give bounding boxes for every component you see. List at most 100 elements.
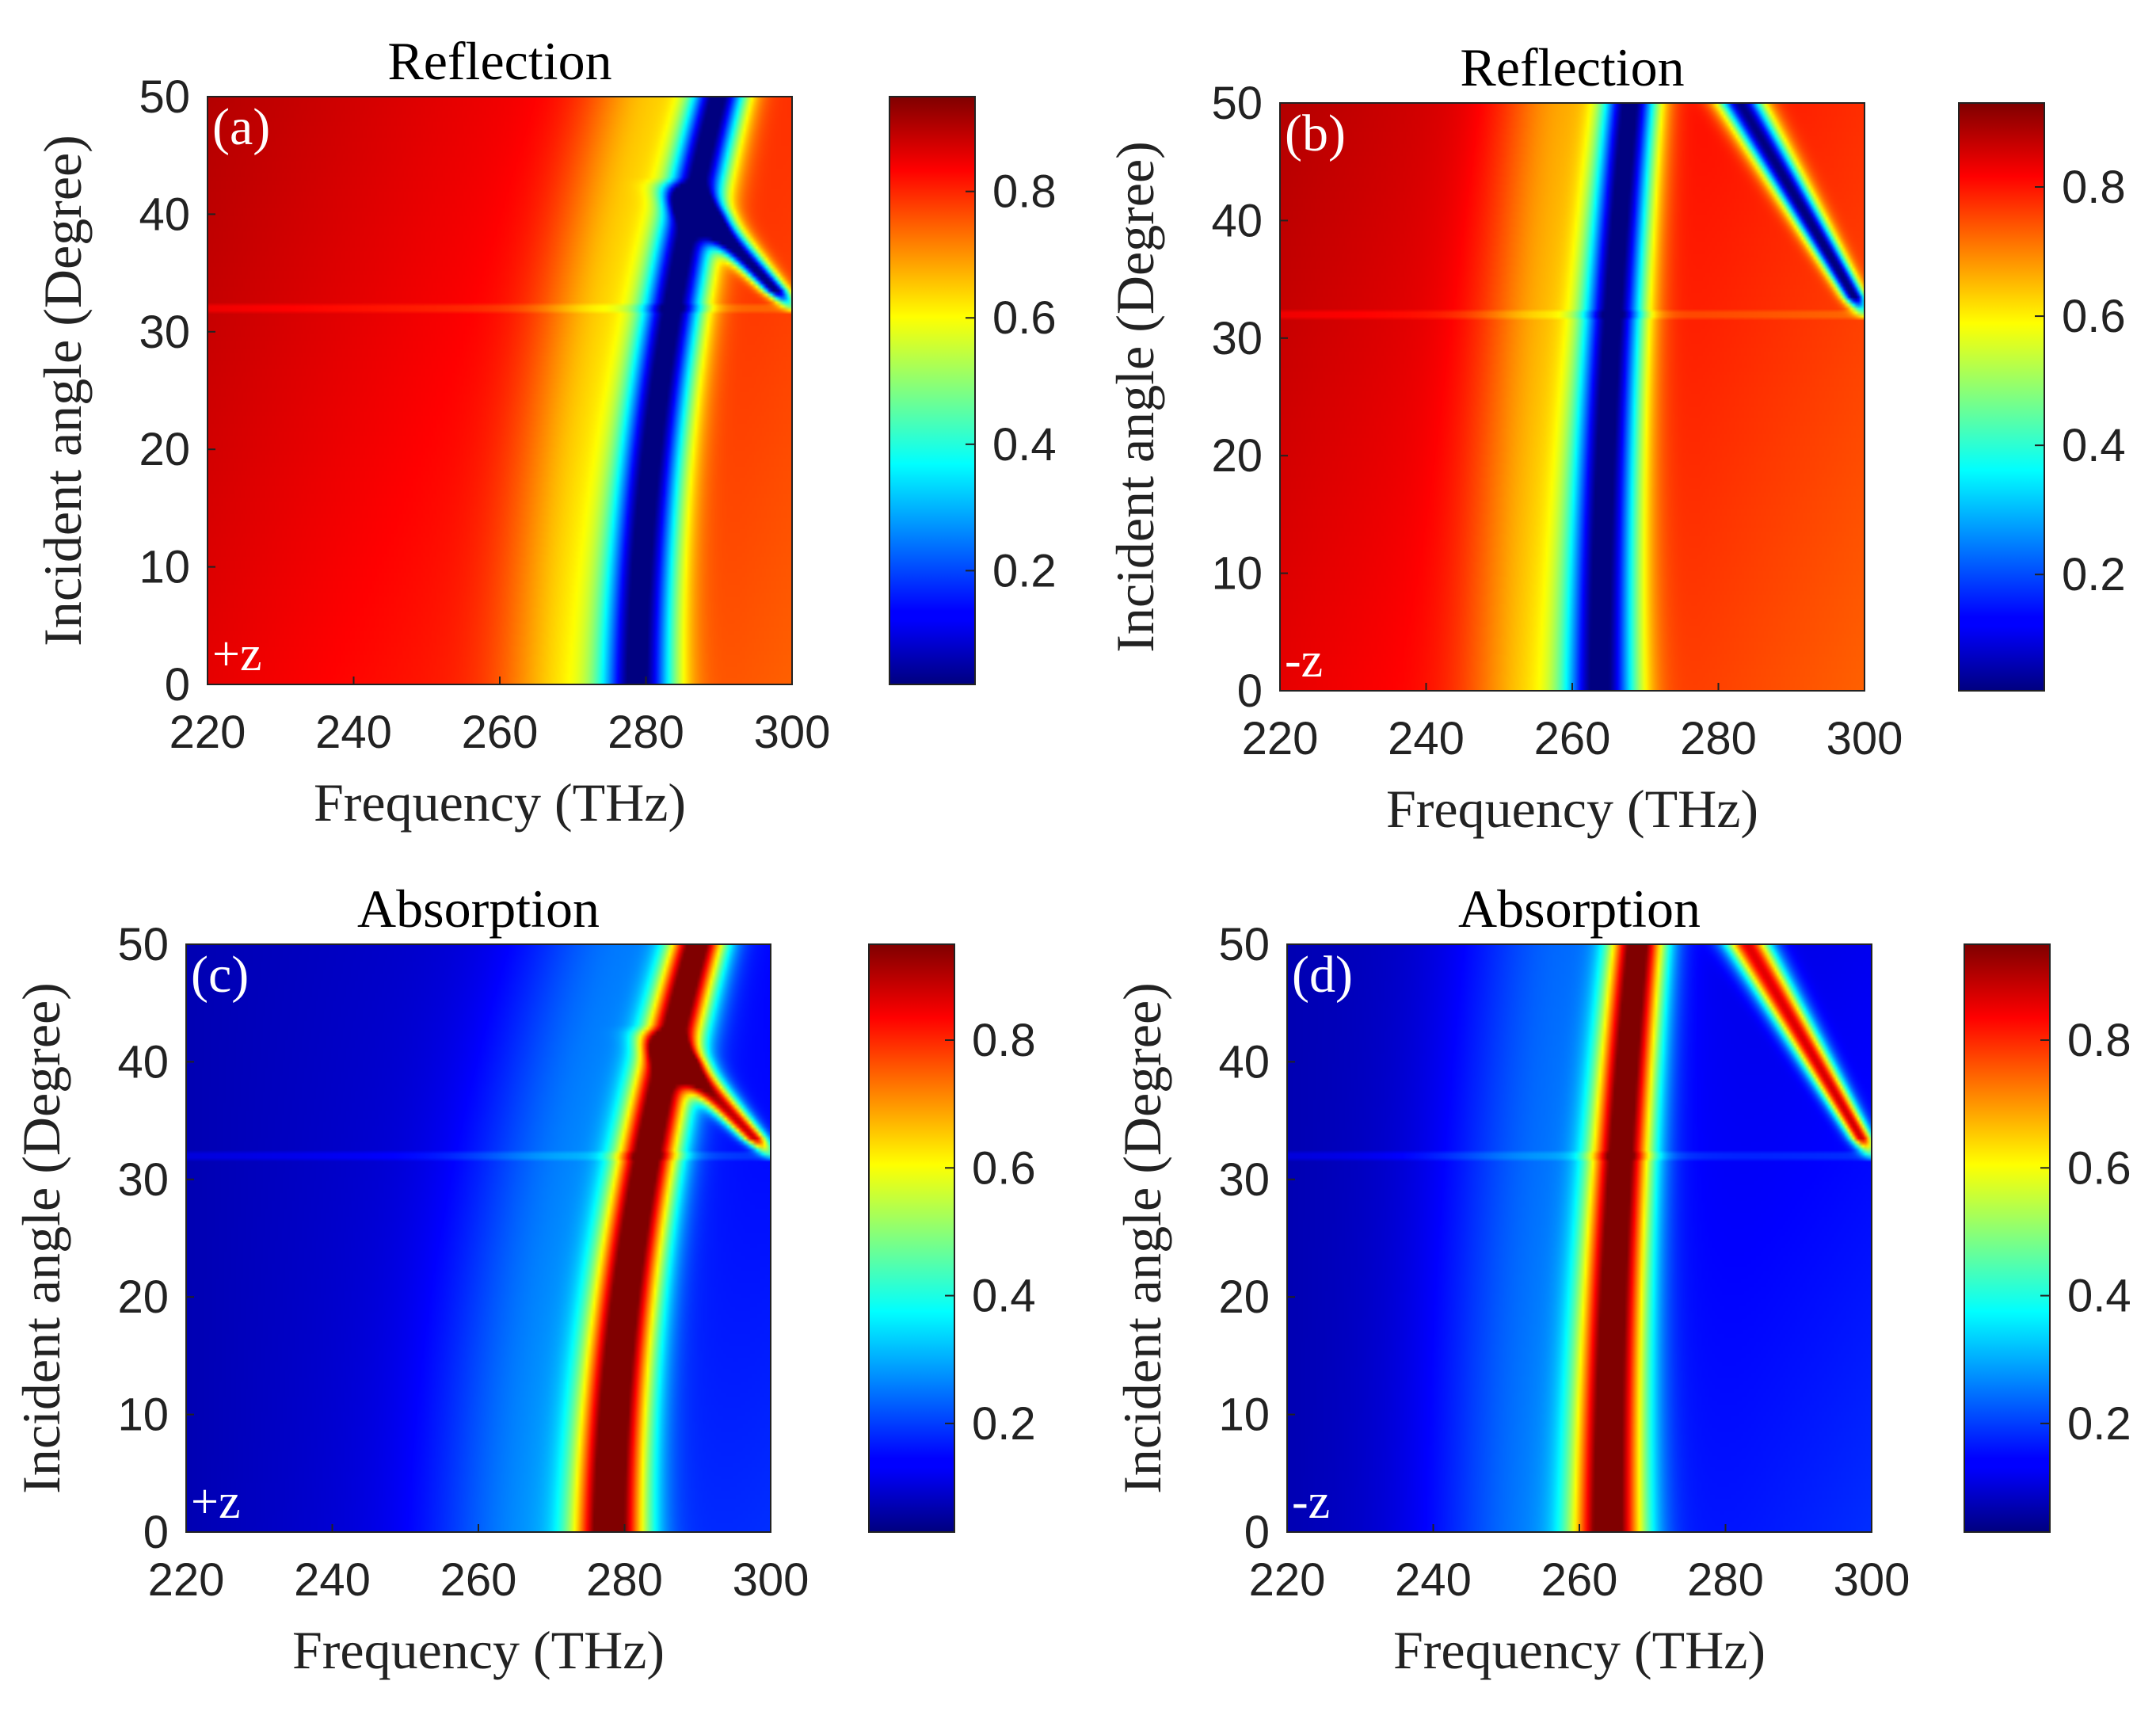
x-tick-label: 300	[733, 1554, 809, 1606]
direction-label: +z	[191, 1475, 240, 1529]
direction-label: -z	[1285, 634, 1323, 688]
colorbar-gradient	[1959, 103, 2044, 691]
colorbar-tick-label: 0.2	[992, 545, 1057, 597]
x-tick-label: 300	[754, 707, 831, 758]
y-tick-label: 50	[139, 71, 190, 123]
y-tick-label: 20	[117, 1271, 169, 1323]
y-tick-label: 50	[117, 919, 169, 970]
x-tick-label: 220	[1249, 1554, 1326, 1606]
x-tick-label: 240	[1395, 1554, 1472, 1606]
panel-b: Reflection (b) -z 220 240 260 280 300 0 10 20 30 40 5…	[1105, 37, 2126, 839]
y-axis-label: Incident angle (Degree)	[11, 982, 71, 1494]
colorbar-frame	[868, 943, 955, 1533]
x-tick-label: 280	[1687, 1554, 1764, 1606]
y-tick-label: 30	[139, 307, 190, 358]
colorbar-frame	[1958, 102, 2045, 692]
x-tick-label: 300	[1834, 1554, 1910, 1606]
y-tick-label: 0	[143, 1507, 169, 1558]
y-tick-label: 0	[165, 659, 190, 711]
y-axis-label: Incident angle (Degree)	[1105, 141, 1165, 653]
x-axis-label: Frequency (THz)	[292, 1620, 665, 1680]
x-tick-label: 240	[1388, 713, 1465, 764]
x-tick-label: 220	[170, 707, 246, 758]
colorbar-tick-label: 0.2	[2062, 549, 2126, 600]
colorbar-gradient	[869, 944, 954, 1532]
colorbar-tick-label: 0.2	[972, 1398, 1036, 1450]
panel-letter: (c)	[191, 946, 249, 1004]
y-tick-label: 10	[1211, 548, 1263, 600]
y-tick-label: 40	[117, 1036, 169, 1088]
y-tick-label: 30	[117, 1154, 169, 1206]
panel-title: Reflection	[1460, 37, 1684, 97]
y-tick-label: 50	[1218, 919, 1270, 970]
x-tick-label: 260	[1541, 1554, 1618, 1606]
direction-label: -z	[1292, 1475, 1330, 1529]
colorbar: 0.2 0.4 0.6 0.8	[1958, 102, 2126, 692]
colorbar-gradient	[889, 97, 975, 684]
x-tick-label: 260	[1534, 713, 1611, 764]
panel-title: Reflection	[387, 31, 611, 91]
y-tick-label: 0	[1244, 1507, 1270, 1558]
heatmap-image	[186, 944, 771, 1532]
panel-letter: (b)	[1285, 105, 1346, 162]
y-tick-label: 10	[117, 1389, 169, 1441]
colorbar-tick-label: 0.4	[992, 419, 1057, 471]
colorbar-tick-label: 0.4	[972, 1271, 1036, 1322]
y-tick-label: 40	[1218, 1036, 1270, 1088]
y-tick-label: 40	[139, 189, 190, 240]
x-axis-label: Frequency (THz)	[314, 772, 686, 833]
panel-title: Absorption	[357, 879, 600, 939]
panel-d: Absorption (d) -z 220 240 260 280 300 0 10 20 30 40 5…	[1112, 879, 2131, 1680]
x-tick-label: 240	[315, 707, 392, 758]
x-axis-label: Frequency (THz)	[1393, 1620, 1766, 1680]
colorbar: 0.2 0.4 0.6 0.8	[889, 96, 1057, 685]
x-tick-label: 280	[608, 707, 684, 758]
colorbar: 0.2 0.4 0.6 0.8	[868, 943, 1036, 1533]
colorbar-tick-label: 0.6	[2062, 291, 2126, 342]
y-tick-label: 30	[1211, 313, 1263, 364]
colorbar: 0.2 0.4 0.6 0.8	[1964, 943, 2131, 1533]
y-tick-label: 0	[1237, 665, 1263, 717]
y-tick-label: 30	[1218, 1154, 1270, 1206]
panel-a: Reflection (a) +z 220 240 260 280 300 0 10 20 30 40 5…	[32, 31, 1057, 833]
y-tick-label: 20	[1218, 1271, 1270, 1323]
y-tick-label: 10	[139, 542, 190, 593]
x-tick-label: 240	[294, 1554, 371, 1606]
y-tick-label: 20	[139, 424, 190, 475]
y-tick-label: 40	[1211, 195, 1263, 246]
y-tick-label: 50	[1211, 78, 1263, 129]
colorbar-tick-label: 0.8	[2067, 1015, 2131, 1066]
panel-title: Absorption	[1458, 879, 1701, 939]
panel-c: Absorption (c) +z 220 240 260 280 300 0 10 20 30 40 5…	[11, 879, 1036, 1680]
panel-letter: (a)	[212, 98, 270, 156]
colorbar-tick-label: 0.4	[2067, 1271, 2131, 1322]
y-axis-label: Incident angle (Degree)	[1112, 982, 1172, 1494]
colorbar-tick-label: 0.8	[2062, 162, 2126, 213]
colorbar-tick-label: 0.2	[2067, 1398, 2131, 1450]
y-tick-label: 20	[1211, 430, 1263, 482]
y-axis-label: Incident angle (Degree)	[32, 135, 93, 646]
colorbar-frame	[889, 96, 976, 685]
x-tick-label: 220	[148, 1554, 225, 1606]
colorbar-tick-label: 0.6	[2067, 1142, 2131, 1194]
x-axis-label: Frequency (THz)	[1386, 779, 1758, 839]
colorbar-tick-label: 0.6	[992, 292, 1057, 344]
x-tick-label: 280	[1680, 713, 1757, 764]
colorbar-tick-label: 0.4	[2062, 420, 2126, 471]
colorbar-frame	[1964, 943, 2051, 1533]
direction-label: +z	[212, 627, 261, 681]
heatmap-image	[208, 97, 792, 684]
x-tick-label: 280	[586, 1554, 663, 1606]
x-tick-label: 260	[462, 707, 539, 758]
heatmap-image	[1287, 944, 1872, 1532]
x-tick-label: 300	[1827, 713, 1903, 764]
x-tick-label: 220	[1242, 713, 1319, 764]
heatmap-image	[1280, 103, 1865, 691]
colorbar-tick-label: 0.8	[972, 1015, 1036, 1066]
panel-letter: (d)	[1292, 946, 1353, 1004]
colorbar-tick-label: 0.8	[992, 166, 1057, 218]
y-tick-label: 10	[1218, 1389, 1270, 1441]
colorbar-gradient	[1964, 944, 2050, 1532]
colorbar-tick-label: 0.6	[972, 1142, 1036, 1194]
